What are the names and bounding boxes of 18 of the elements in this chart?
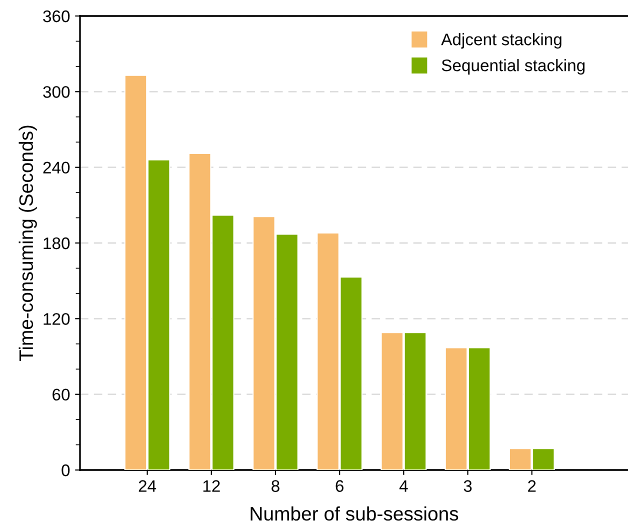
- x-tick-label: 3: [464, 480, 472, 492]
- y-tick-label: 300: [43, 86, 70, 98]
- x-tick-label: 6: [336, 480, 344, 492]
- y-tick-label: 60: [52, 388, 70, 401]
- x-tick-label: 12: [203, 480, 220, 492]
- x-tick-label: 8: [272, 480, 280, 492]
- x-tick-label: 2: [528, 480, 536, 492]
- x-tick-label: 24: [138, 480, 156, 492]
- y-tick-label: 120: [44, 313, 70, 325]
- y-tick-label: 360: [43, 10, 70, 22]
- y-tick-label: 180: [44, 237, 70, 250]
- x-tick-label: 4: [399, 480, 408, 492]
- x-axis-title: Number of sub-sessions: [250, 506, 458, 521]
- y-tick-label: 240: [43, 162, 70, 174]
- legend-label: Adjcent stacking: [441, 33, 562, 49]
- y-axis-title: Time-consuming (Seconds): [18, 126, 37, 362]
- y-tick-label: 0: [62, 464, 70, 476]
- legend-label: Sequential stacking: [442, 59, 585, 75]
